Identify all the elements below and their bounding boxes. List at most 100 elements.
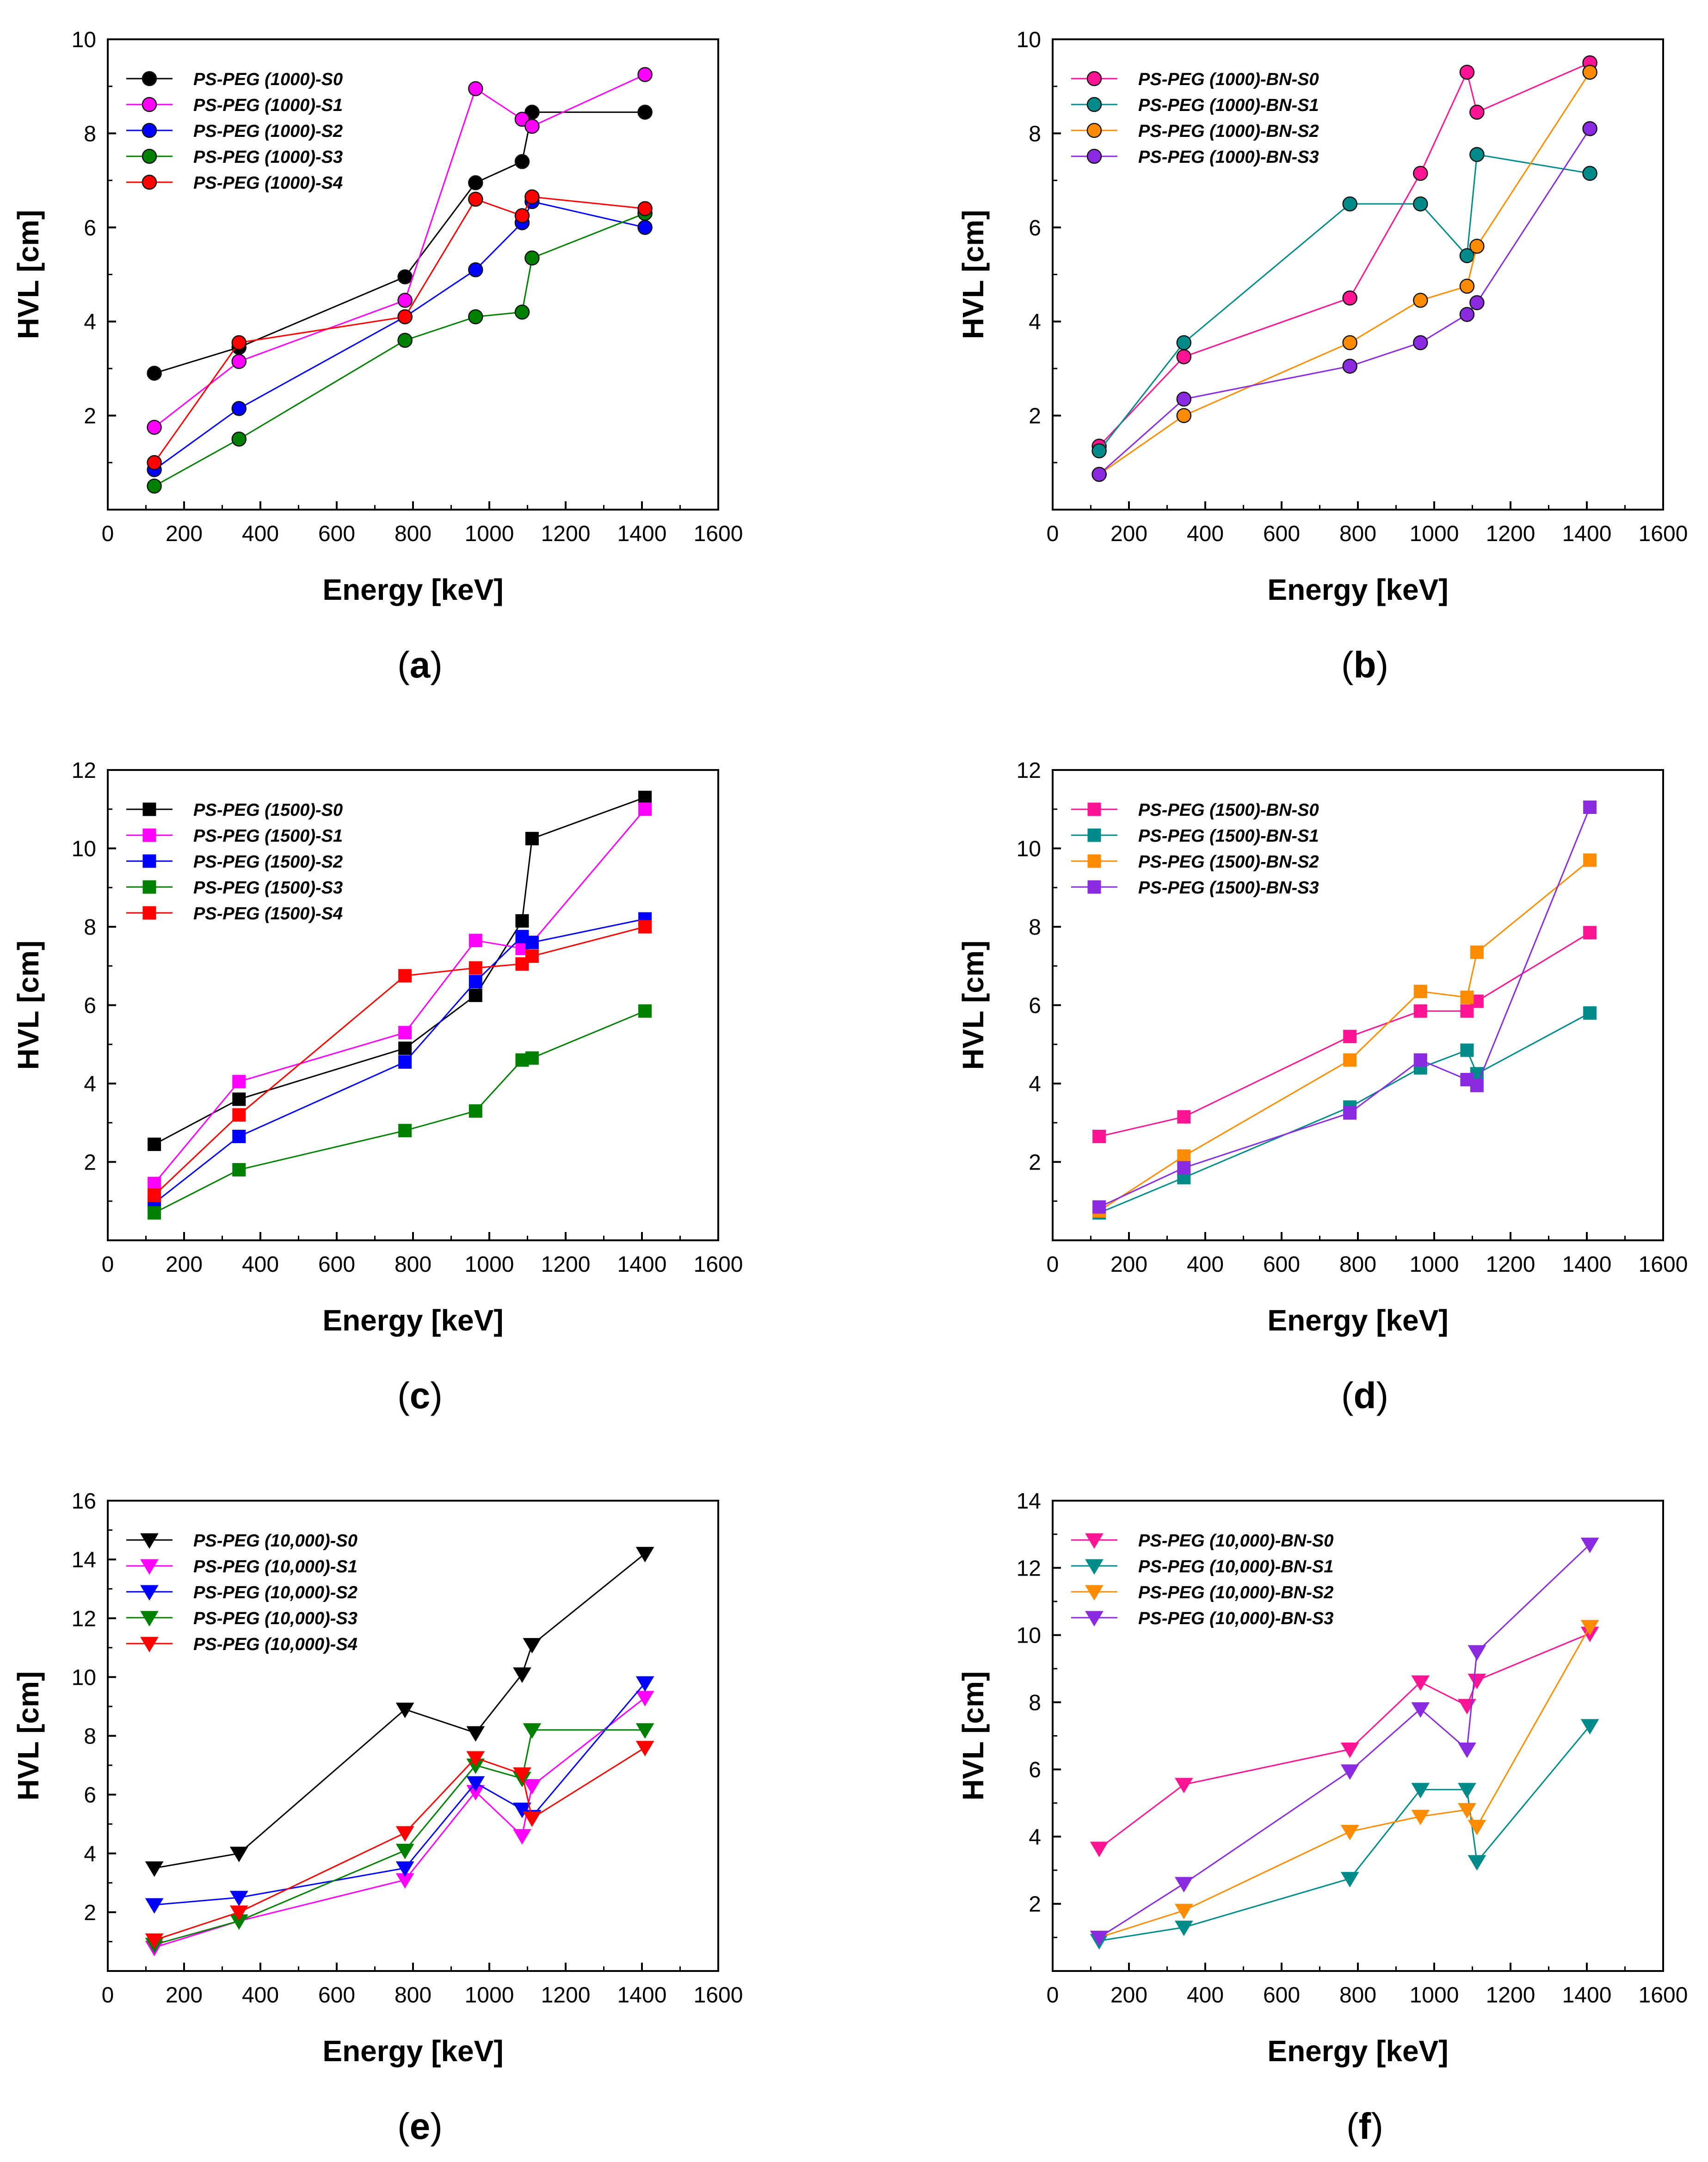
legend-marker (1086, 97, 1102, 112)
data-point (1092, 1200, 1106, 1214)
legend-label: PS-PEG (1000)-S3 (193, 148, 343, 167)
data-point (514, 304, 530, 320)
y-tick-label: 2 (1029, 1892, 1041, 1917)
y-tick-label: 2 (1029, 404, 1041, 429)
data-point (145, 1861, 164, 1877)
legend-label: PS-PEG (1000)-BN-S0 (1138, 70, 1319, 89)
legend-label: PS-PEG (10,000)-S2 (193, 1583, 358, 1602)
data-point (232, 1129, 246, 1143)
data-point (1580, 1719, 1599, 1735)
legend-label: PS-PEG (1500)-BN-S3 (1138, 878, 1319, 898)
data-point (1413, 1004, 1427, 1018)
data-point (1177, 1149, 1191, 1163)
data-point (524, 118, 540, 134)
data-point (1342, 358, 1357, 374)
x-tick-label: 0 (1047, 1983, 1059, 2008)
data-point (514, 208, 530, 223)
y-tick-label: 4 (84, 1072, 96, 1096)
data-point (397, 309, 413, 325)
data-point (1583, 853, 1597, 867)
y-tick-label: 12 (1017, 1556, 1041, 1581)
data-point (1582, 64, 1597, 80)
data-point (398, 1026, 412, 1040)
data-point (468, 81, 483, 97)
x-tick-label: 400 (242, 1983, 279, 2008)
x-tick-label: 600 (318, 1983, 355, 2008)
data-point (397, 269, 413, 284)
data-point (232, 1092, 246, 1106)
legend-marker (1087, 802, 1101, 816)
data-point (1458, 1803, 1476, 1819)
x-tick-label: 1000 (1410, 1983, 1459, 2008)
x-tick-label: 200 (166, 1983, 203, 2008)
x-tick-label: 600 (318, 522, 355, 546)
x-tick-label: 400 (242, 522, 279, 546)
data-point (395, 1826, 414, 1842)
data-point (148, 1189, 161, 1202)
x-axis-title: Energy [keV] (1267, 573, 1448, 606)
y-tick-label: 2 (84, 404, 96, 429)
legend-marker (142, 148, 157, 164)
data-point (638, 802, 652, 816)
legend-label: PS-PEG (1000)-S0 (193, 70, 343, 89)
y-tick-label: 4 (84, 310, 96, 334)
series-1 (1090, 1626, 1599, 1857)
data-point (1174, 1877, 1193, 1893)
series-4 (1090, 1537, 1599, 1946)
legend-marker (140, 1559, 159, 1575)
y-tick-label: 2 (1029, 1151, 1041, 1175)
x-tick-label: 600 (1263, 1983, 1300, 2008)
data-point (1342, 290, 1357, 306)
legend-marker (140, 1533, 159, 1549)
data-point (637, 67, 653, 82)
data-point (1176, 408, 1192, 423)
legend-label: PS-PEG (1000)-BN-S1 (1138, 96, 1319, 115)
data-point (515, 914, 529, 928)
y-tick-label: 6 (1029, 1758, 1041, 1782)
data-point (1469, 295, 1485, 310)
data-point (1174, 1778, 1193, 1793)
y-tick-label: 6 (84, 216, 96, 240)
data-point (1090, 1842, 1109, 1857)
x-tick-label: 1400 (1562, 522, 1612, 546)
data-point (1413, 335, 1428, 351)
data-point (395, 1702, 414, 1719)
x-tick-label: 800 (395, 522, 432, 546)
legend-marker (140, 1611, 159, 1626)
legend-label: PS-PEG (1500)-S4 (193, 904, 343, 924)
panel-f: 0 200 400 600 800 1000 1200 1400 1600 2 4 6 8 10 12 14 E… (956, 1489, 1688, 2147)
data-point (513, 1829, 531, 1845)
data-point (1583, 926, 1597, 940)
y-tick-label: 16 (72, 1489, 96, 1514)
legend-marker (142, 880, 156, 894)
x-tick-label: 200 (166, 522, 203, 546)
y-tick-label: 6 (1029, 994, 1041, 1018)
legend-label: PS-PEG (1500)-S2 (193, 852, 343, 872)
data-point (1458, 1743, 1476, 1758)
x-tick-label: 0 (102, 1983, 114, 2008)
legend-label: PS-PEG (10,000)-S1 (193, 1557, 358, 1577)
data-point (1091, 443, 1107, 459)
legend-label: PS-PEG (10,000)-BN-S0 (1138, 1531, 1333, 1551)
data-point (523, 1723, 542, 1739)
legend-label: PS-PEG (10,000)-BN-S1 (1138, 1557, 1333, 1577)
data-point (466, 1751, 485, 1767)
data-point (469, 988, 482, 1002)
data-point (635, 1691, 654, 1706)
series-4 (148, 1004, 652, 1220)
data-point (231, 354, 247, 369)
y-axis-title: HVL [cm] (12, 941, 45, 1070)
series-3 (148, 912, 652, 1210)
y-axis-title: HVL [cm] (956, 1671, 990, 1801)
data-point (468, 175, 483, 191)
data-point (398, 969, 412, 983)
series-4 (1091, 121, 1597, 482)
data-point (395, 1843, 414, 1860)
data-point (1413, 293, 1428, 308)
series-5 (145, 1741, 654, 1949)
data-point (1342, 196, 1357, 212)
data-point (398, 1055, 412, 1069)
legend-marker (142, 828, 156, 842)
data-point (397, 293, 413, 308)
data-point (1092, 1129, 1106, 1143)
